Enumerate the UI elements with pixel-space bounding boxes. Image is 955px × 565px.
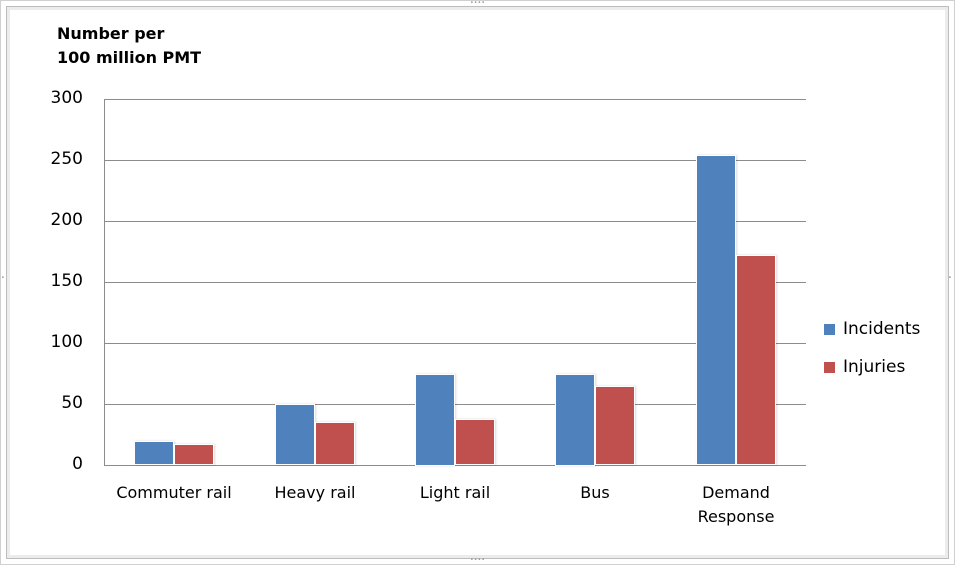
x-tick-label-line: Demand <box>702 483 770 502</box>
gridline-100 <box>104 343 806 344</box>
y-tick-label: 300 <box>50 88 83 108</box>
x-tick-label: Demand Response <box>666 481 806 529</box>
x-tick-label: Bus <box>525 481 665 505</box>
y-axis-title-line-2: 100 million PMT <box>57 48 202 67</box>
gridline-0 <box>104 465 806 466</box>
resize-handle-bottom[interactable]: ∙∙∙∙ <box>470 556 486 563</box>
legend-swatch-injuries <box>824 361 835 373</box>
y-tick-label: 100 <box>50 332 83 352</box>
bar-incidents-heavy-rail <box>275 404 315 465</box>
bar-injuries-heavy-rail <box>315 422 355 465</box>
x-tick-label-line: Bus <box>580 483 610 502</box>
y-tick-label: 0 <box>72 454 83 474</box>
y-tick-label: 50 <box>61 393 83 413</box>
y-axis-title-line-1: Number per <box>57 24 165 43</box>
legend-label-incidents: Incidents <box>843 319 921 339</box>
bar-incidents-demand-response <box>696 155 736 465</box>
x-tick-label: Light rail <box>385 481 525 505</box>
x-tick-label-line: Response <box>697 507 775 526</box>
y-tick-label: 150 <box>50 271 83 291</box>
bar-injuries-light-rail <box>455 419 495 465</box>
x-tick-label: Commuter rail <box>104 481 244 505</box>
x-tick-label: Heavy rail <box>245 481 385 505</box>
bar-injuries-demand-response <box>736 255 776 465</box>
gridline-200 <box>104 221 806 222</box>
x-tick-label-line: Commuter rail <box>116 483 232 502</box>
bar-injuries-bus <box>595 386 635 465</box>
bar-incidents-bus <box>555 374 595 466</box>
gridline-300 <box>104 99 806 100</box>
x-tick-label-line: Heavy rail <box>274 483 356 502</box>
bar-injuries-commuter-rail <box>174 444 214 465</box>
bar-incidents-commuter-rail <box>134 441 174 465</box>
y-tick-label: 250 <box>50 149 83 169</box>
gridline-50 <box>104 404 806 405</box>
legend-item-incidents: Incidents <box>824 310 920 348</box>
legend: Incidents Injuries <box>824 310 920 386</box>
gridline-250 <box>104 160 806 161</box>
x-tick-label-line: Light rail <box>419 483 491 502</box>
legend-label-injuries: Injuries <box>843 357 906 377</box>
gridline-150 <box>104 282 806 283</box>
resize-handle-right[interactable]: ∙ <box>948 274 952 281</box>
bar-incidents-light-rail <box>415 374 455 466</box>
resize-handle-top[interactable]: ∙∙∙∙ <box>470 0 486 6</box>
resize-handle-left[interactable]: ∙ <box>1 274 5 281</box>
y-tick-label: 200 <box>50 210 83 230</box>
legend-item-injuries: Injuries <box>824 348 920 386</box>
y-axis-title: Number per 100 million PMT <box>57 22 201 70</box>
legend-swatch-incidents <box>824 323 835 335</box>
